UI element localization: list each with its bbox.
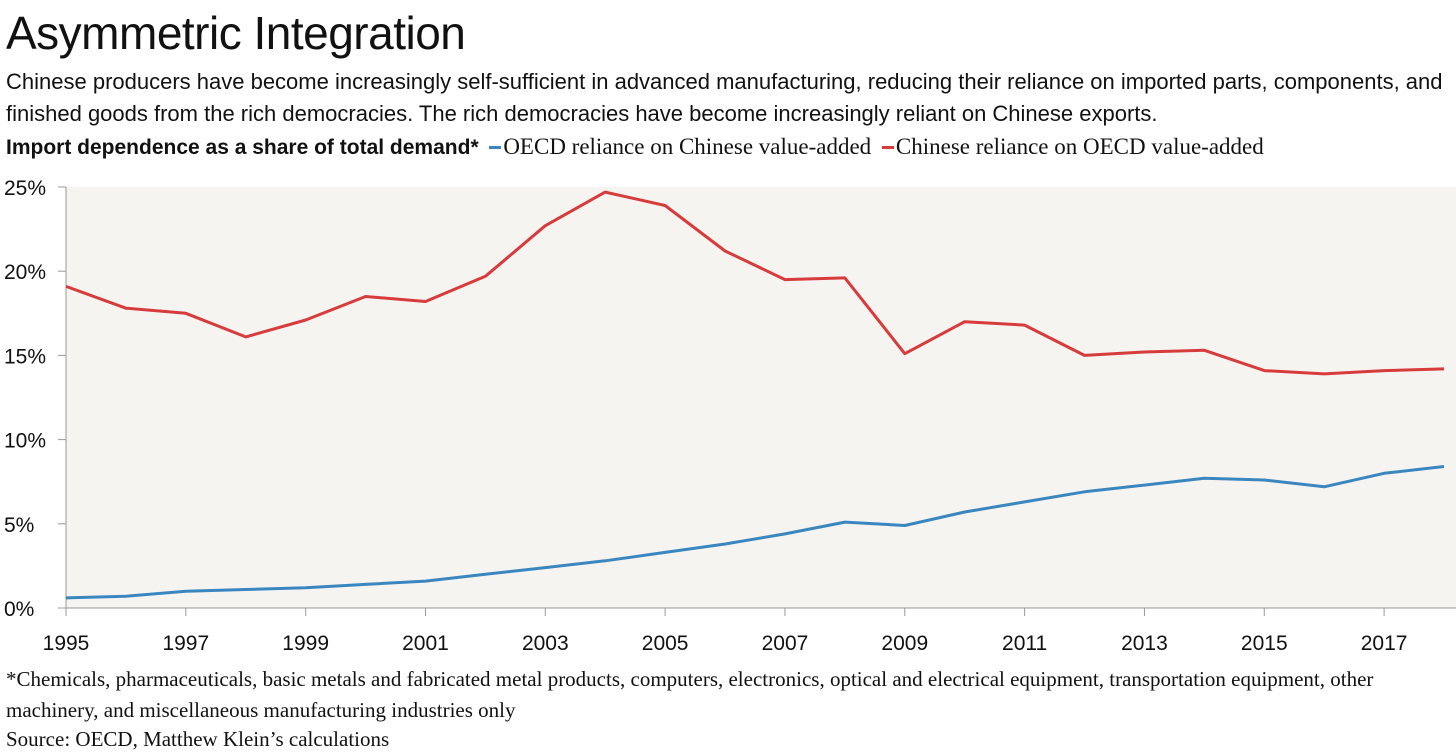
x-tick-label: 2015	[1241, 632, 1288, 655]
x-tick-label: 2009	[881, 632, 928, 655]
legend-item-china: Chinese reliance on OECD value-added	[895, 134, 1264, 159]
x-tick-label: 2001	[402, 632, 449, 655]
series-line-oecd	[65, 465, 1445, 600]
chart-subtitle: Chinese producers have become increasing…	[6, 69, 1443, 126]
chart-title: Asymmetric Integration	[6, 7, 466, 59]
x-tick-label: 1997	[162, 632, 209, 655]
y-tick-label: 0%	[4, 598, 34, 621]
legend: Import dependence as a share of total de…	[6, 132, 1451, 163]
y-tick-label: 5%	[4, 514, 34, 537]
legend-swatch-oecd	[489, 145, 502, 149]
x-tick-label: 2011	[1002, 632, 1047, 655]
x-tick-label: 1999	[282, 632, 329, 655]
x-tick-label: 2003	[522, 632, 569, 655]
x-tick-label: 2005	[642, 632, 689, 655]
y-tick-label: 10%	[4, 430, 46, 453]
footnote: *Chemicals, pharmaceuticals, basic metal…	[6, 667, 1374, 722]
y-tick-label: 15%	[4, 345, 46, 368]
y-tick-label: 20%	[4, 261, 46, 284]
plot-area	[66, 187, 1456, 608]
x-tick-label: 2013	[1121, 632, 1168, 655]
x-tick-label: 2017	[1361, 632, 1408, 655]
legend-item-oecd: OECD reliance on Chinese value-added	[503, 134, 872, 159]
x-tick-label: 1995	[43, 632, 90, 655]
x-tick-label: 2007	[762, 632, 809, 655]
y-tick-label: 25%	[4, 177, 46, 200]
source-note: Source: OECD, Matthew Klein’s calculatio…	[6, 727, 390, 751]
series-line-china	[65, 190, 1445, 376]
measure-label: Import dependence as a share of total de…	[6, 136, 479, 159]
legend-swatch-china	[881, 145, 894, 149]
line-chart: 0% 5% 10% 15% 20% 25% 1995 1997 1999 2001 2003 2005…	[4, 177, 1456, 655]
